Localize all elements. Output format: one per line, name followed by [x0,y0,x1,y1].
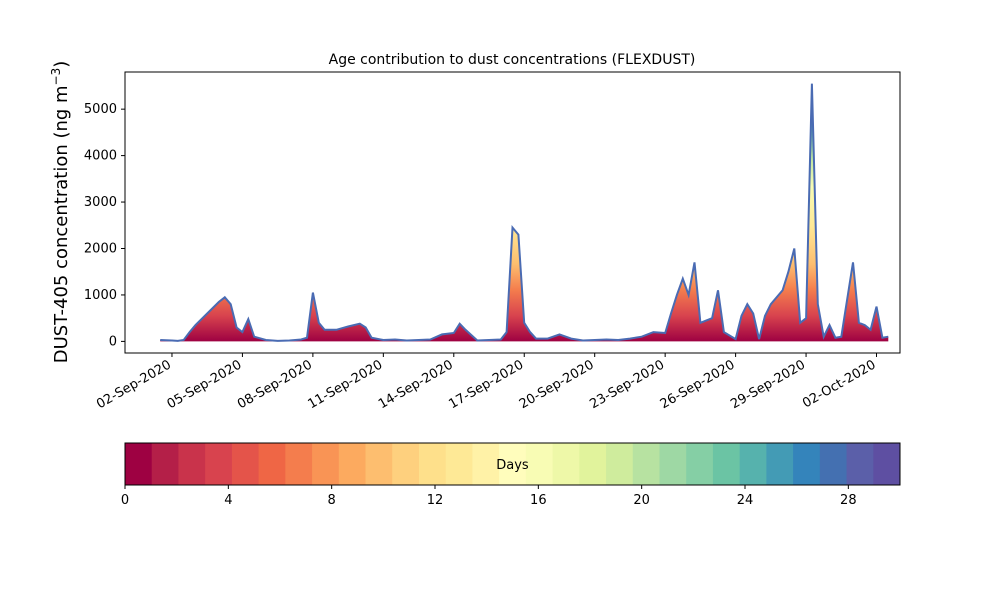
x-tick-label: 20-Sep-2020 [517,357,597,412]
y-tick-label: 2000 [84,241,117,256]
colorbar-label: Days [496,458,529,473]
x-tick-label: 08-Sep-2020 [235,357,315,412]
colorbar-tick-label: 24 [737,493,754,508]
chart-title: Age contribution to dust concentrations … [329,52,696,68]
colorbar-segment [579,443,607,485]
y-axis: 0 1000 2000 3000 4000 5000 [84,102,125,349]
x-tick-label: 26-Sep-2020 [658,357,738,412]
colorbar-segment [525,443,554,485]
colorbar-segment [125,443,153,485]
colorbar-segment [178,443,206,485]
x-axis: 02-Sep-202005-Sep-202008-Sep-202011-Sep-… [94,353,879,412]
colorbar: 0 4 8 12 16 20 24 28 Days [121,442,901,508]
colorbar-tick-label: 16 [530,493,547,508]
colorbar-segment [445,443,473,485]
age-contribution-area [160,83,889,342]
colorbar-segment [472,443,500,485]
x-tick-label: 14-Sep-2020 [376,357,456,412]
colorbar-frame [124,442,901,486]
colorbar-segment [418,443,447,485]
colorbar-segment [606,443,634,485]
plot-area: 0 1000 2000 3000 4000 5000 02-Sep-202005-Sep-… [84,71,901,412]
colorbar-segment [873,443,901,485]
colorbar-tick-label: 12 [427,493,444,508]
colorbar-tick-label: 20 [633,493,650,508]
y-axis-label-superscript: −3 [49,68,63,86]
y-tick-label: 1000 [84,288,117,303]
colorbar-segment [739,443,767,485]
total-concentration-line [160,83,889,342]
colorbar-segment [632,443,660,485]
colorbar-tick-label: 28 [840,493,857,508]
colorbar-tick-label: 4 [224,493,232,508]
y-tick-label: 4000 [84,149,117,164]
x-tick-label: 23-Sep-2020 [587,357,667,412]
colorbar-segment [231,443,260,485]
colorbar-segment [686,443,714,485]
y-axis-label: DUST-405 concentration (ng m−3) [49,61,72,364]
colorbar-segment [499,443,527,485]
x-tick-label: 11-Sep-2020 [306,357,386,412]
y-tick-label: 3000 [84,195,117,210]
area-layer [160,83,889,342]
colorbar-segment [766,443,794,485]
colorbar-segment [552,443,580,485]
y-tick-label: 0 [109,334,117,349]
colorbar-segment [338,443,367,485]
colorbar-segment [659,443,687,485]
colorbar-tick-label: 8 [328,493,336,508]
colorbar-segment [258,443,286,485]
x-tick-label: 17-Sep-2020 [446,357,526,412]
x-tick-label: 02-Oct-2020 [800,357,878,411]
x-tick-label: 02-Sep-2020 [94,357,174,412]
plot-frame [124,71,901,354]
y-tick-label: 5000 [84,102,117,117]
colorbar-segment [285,443,313,485]
y-axis-label-close: ) [51,61,72,68]
x-tick-label: 05-Sep-2020 [165,357,245,412]
colorbar-segment [392,443,420,485]
colorbar-segment [793,443,821,485]
colorbar-segment [819,443,848,485]
colorbar-segment [151,443,179,485]
colorbar-segment [312,443,340,485]
colorbar-segment [846,443,874,485]
colorbar-segment [365,443,393,485]
colorbar-tick-label: 0 [121,493,129,508]
colorbar-segment [205,443,233,485]
colorbar-segment [712,443,741,485]
x-tick-label: 29-Sep-2020 [728,357,808,412]
